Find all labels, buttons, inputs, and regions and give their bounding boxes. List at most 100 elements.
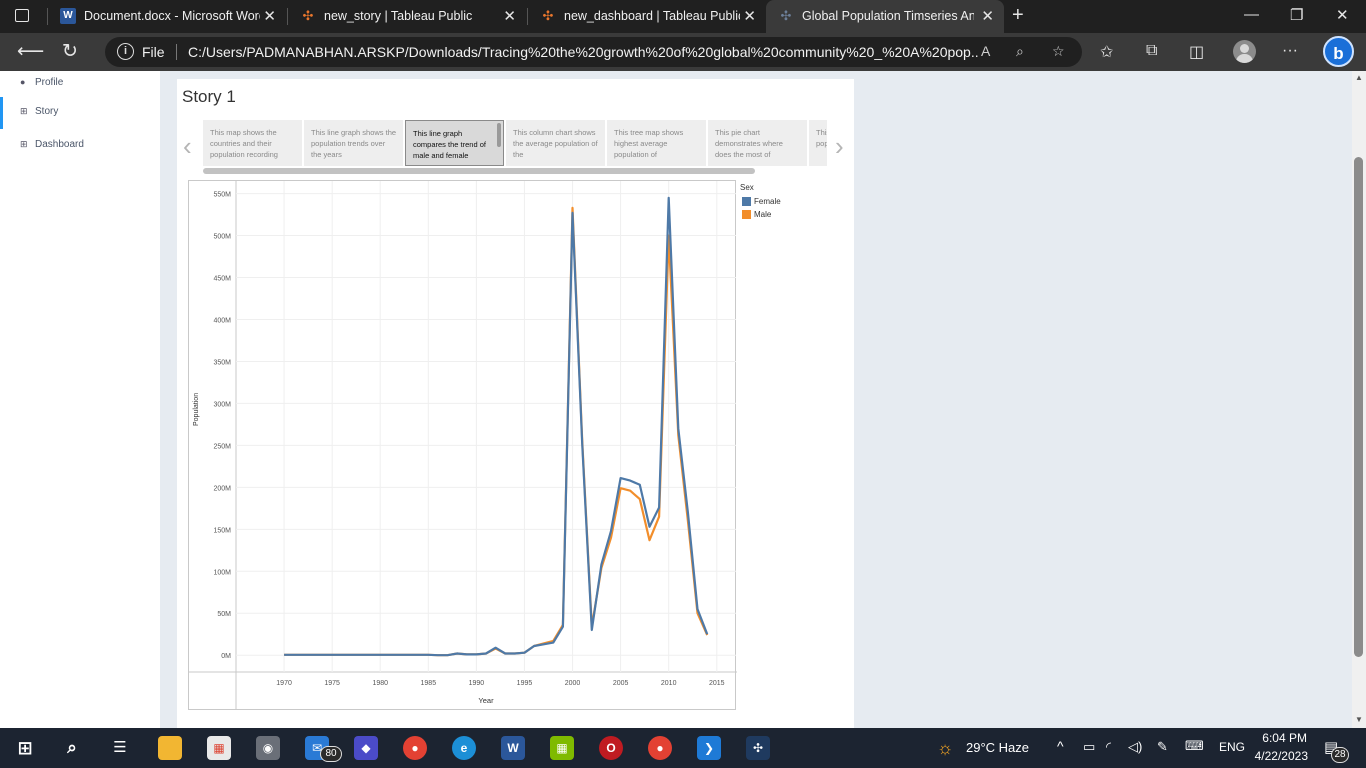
sidebar-item-dashboard[interactable]: ⊞ Dashboard (0, 130, 160, 160)
collections-icon[interactable]: ⧉ (1146, 42, 1158, 59)
copilot-icon[interactable]: ◆ (354, 736, 378, 760)
microsoft-store-icon[interactable]: ▦ (207, 736, 231, 760)
tab-title: new_dashboard | Tableau Public (564, 9, 740, 23)
story-point-active[interactable]: This line graph compares the trend of ma… (405, 120, 504, 166)
story-point[interactable]: This donut chart depicts population (809, 120, 827, 166)
story-card: Story 1 ‹ › This map shows the countries… (177, 79, 854, 728)
chrome-profile-icon[interactable]: ● (648, 736, 672, 760)
window-close-icon[interactable]: ✕ (1336, 7, 1349, 24)
word-taskbar-icon[interactable]: W (501, 736, 525, 760)
file-explorer-icon[interactable] (158, 736, 182, 760)
vscode-icon[interactable]: ❯ (697, 736, 721, 760)
edge-icon[interactable]: e (452, 736, 476, 760)
pen-icon[interactable]: ✎ (1157, 739, 1168, 754)
keyboard-icon[interactable]: ⌨ (1185, 738, 1204, 753)
story-point[interactable]: This pie chart demonstrates where does t… (708, 120, 807, 166)
scrollbar-thumb[interactable] (1354, 157, 1363, 657)
story-point[interactable]: This line graph shows the population tre… (304, 120, 403, 166)
chrome-icon[interactable]: ● (403, 736, 427, 760)
previous-point-icon[interactable]: ‹ (183, 131, 192, 161)
language-indicator[interactable]: ENG (1219, 740, 1246, 754)
story-point[interactable]: This column chart shows the average popu… (506, 120, 605, 166)
clock-date[interactable]: 4/22/2023 (1254, 749, 1308, 763)
story-title: Story 1 (182, 87, 236, 106)
story-point-text: This tree map shows highest average popu… (614, 128, 684, 159)
info-icon[interactable]: i (117, 43, 134, 60)
profile-avatar-icon[interactable] (1233, 40, 1256, 63)
tab-global-population[interactable]: ✣ Global Population Timseries Analysis ✕ (766, 0, 1004, 33)
y-axis-title: Population (193, 392, 200, 426)
point-scrollbar[interactable] (497, 123, 501, 147)
legend-swatch (742, 197, 751, 206)
url-separator (176, 44, 177, 60)
next-point-icon[interactable]: › (835, 131, 844, 161)
tableau-icon: ✣ (542, 8, 554, 23)
opera-icon[interactable]: O (599, 736, 623, 760)
add-favorite-icon[interactable]: ☆ (1052, 43, 1065, 59)
battery-icon[interactable]: ▭ (1083, 739, 1096, 754)
y-tick-label: 350M (213, 359, 231, 366)
story-point-text: This map shows the countries and their p… (210, 128, 278, 159)
windows-start-icon[interactable]: ⊞ (17, 738, 33, 758)
tab-word-document[interactable]: W Document.docx - Microsoft Word ✕ (48, 0, 286, 33)
url-text[interactable]: C:/Users/PADMANABHAN.ARSKP/Downloads/Tra… (188, 44, 978, 60)
minimize-icon[interactable]: — (1244, 6, 1259, 23)
scroll-up-icon[interactable]: ▲ (1355, 73, 1363, 82)
x-tick-label: 1970 (276, 680, 292, 687)
tab-new-dashboard[interactable]: ✣ new_dashboard | Tableau Public ✕ (528, 0, 766, 33)
page-scrollbar[interactable]: ▲ ▼ (1352, 71, 1366, 728)
wifi-icon[interactable]: ◜ (1106, 739, 1112, 754)
close-icon[interactable]: ✕ (981, 8, 994, 25)
weather-icon[interactable]: ☼ (936, 738, 954, 758)
x-tick-label: 2005 (613, 680, 629, 687)
sidebar: ● Profile ⊞ Story ⊞ Dashboard (0, 71, 160, 728)
favorites-icon[interactable]: ✩ (1100, 44, 1114, 61)
zoom-icon[interactable]: ⌕ (1016, 43, 1024, 59)
tab-actions-icon (15, 9, 29, 22)
x-tick-label: 1975 (324, 680, 340, 687)
tableau-taskbar-icon[interactable]: ▦ (550, 736, 574, 760)
weather-text[interactable]: 29°C Haze (966, 740, 1030, 755)
story-point[interactable]: This tree map shows highest average popu… (607, 120, 706, 166)
tableau-public-icon[interactable]: ✣ (746, 736, 770, 760)
bing-icon[interactable]: b (1323, 36, 1354, 67)
chevron-up-icon[interactable]: ^ (1057, 738, 1064, 754)
clock-time[interactable]: 6:04 PM (1262, 731, 1307, 745)
scroll-down-icon[interactable]: ▼ (1355, 715, 1363, 724)
more-options-icon[interactable]: ··· (1282, 42, 1298, 59)
word-icon: W (60, 8, 76, 24)
y-tick-label: 0M (221, 653, 231, 660)
line-chart: 0M 50M 100M 150M 200M 250M 300M 350M 400M 450M 500… (189, 181, 737, 710)
refresh-icon[interactable]: ↻ (62, 41, 78, 62)
sidebar-item-story[interactable]: ⊞ Story (0, 97, 160, 129)
x-tick-label: 1985 (421, 680, 437, 687)
legend-label: Male (754, 210, 772, 219)
search-icon[interactable]: ⌕ (67, 738, 77, 757)
tab-title: new_story | Tableau Public (324, 9, 473, 23)
grid-icon: ⊞ (20, 139, 28, 149)
y-tick-label: 100M (213, 569, 231, 576)
new-tab-icon[interactable]: + (1012, 4, 1024, 26)
close-icon[interactable]: ✕ (743, 8, 756, 25)
y-tick-label: 500M (213, 234, 231, 241)
split-screen-icon[interactable]: ◫ (1189, 44, 1205, 61)
close-icon[interactable]: ✕ (263, 8, 276, 25)
read-aloud-icon[interactable]: A (981, 43, 991, 59)
y-tick-label: 200M (213, 485, 231, 492)
taskbar: ⊞ ⌕ ☰ ▦ ◉ ✉ 80 ◆ ● e W ▦ O ● ❯ ✣ ☼ 29°C … (0, 728, 1366, 768)
restore-icon[interactable]: ❐ (1290, 7, 1304, 24)
volume-icon[interactable]: ◁) (1128, 739, 1143, 754)
tableau-icon: ✣ (302, 8, 314, 23)
story-points-scrollbar[interactable] (203, 168, 755, 174)
y-tick-label: 250M (213, 443, 231, 450)
sidebar-item-profile[interactable]: ● Profile (0, 71, 160, 98)
camera-icon[interactable]: ◉ (256, 736, 280, 760)
tab-new-story[interactable]: ✣ new_story | Tableau Public ✕ (288, 0, 526, 33)
y-tick-label: 450M (213, 276, 231, 283)
story-point[interactable]: This map shows the countries and their p… (203, 120, 302, 166)
tab-actions-button[interactable] (10, 6, 34, 26)
close-icon[interactable]: ✕ (503, 8, 516, 25)
url-field[interactable]: i File C:/Users/PADMANABHAN.ARSKP/Downlo… (105, 37, 1082, 67)
task-view-icon[interactable]: ☰ (113, 739, 127, 756)
back-arrow-icon[interactable]: ⟵ (17, 41, 45, 62)
